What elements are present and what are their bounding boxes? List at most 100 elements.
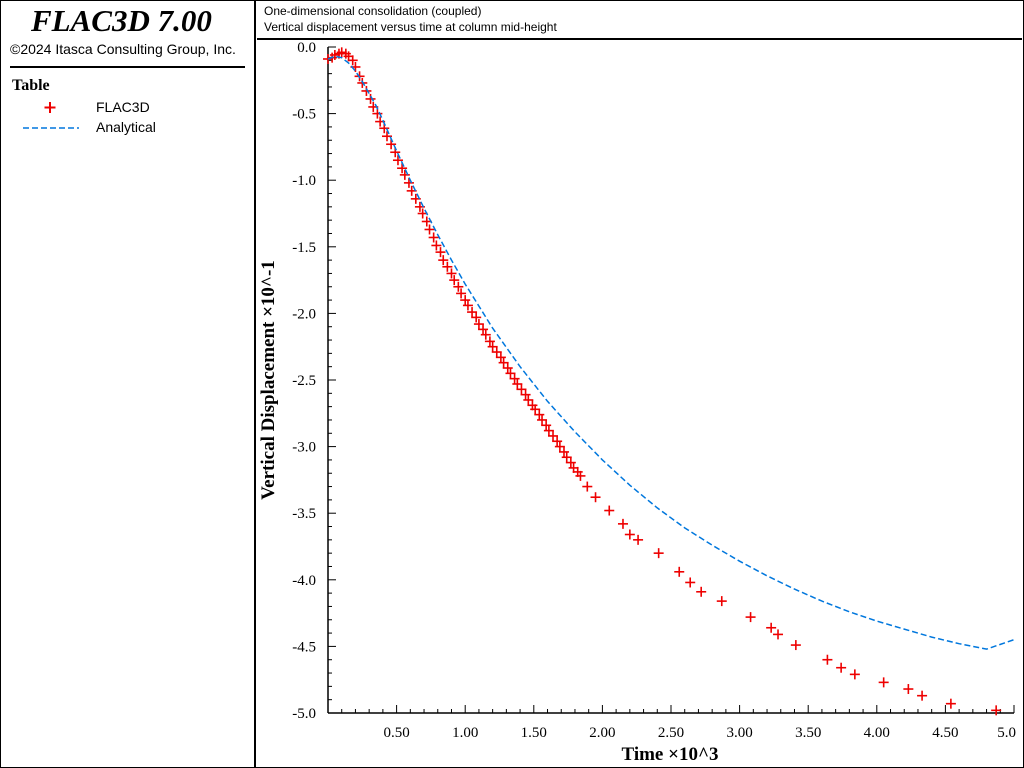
- flac3d-data-point: [565, 457, 576, 468]
- x-tick-label: 3.00: [726, 725, 752, 741]
- flac3d-data-point: [543, 425, 554, 436]
- x-tick-label: 4.00: [864, 725, 890, 741]
- flac3d-data-point: [516, 384, 527, 395]
- x-axis-title: Time ×10^3: [622, 744, 719, 765]
- copyright-text: ©2024 Itasca Consulting Group, Inc.: [10, 41, 236, 57]
- flac3d-data-point: [537, 414, 548, 425]
- flac3d-data-point: [381, 131, 392, 142]
- plot-header-line-1: One-dimensional consolidation (coupled): [264, 4, 482, 18]
- y-tick-label: 0.0: [297, 40, 316, 56]
- flac3d-data-point: [509, 373, 520, 384]
- flac3d-data-point: [471, 312, 482, 323]
- flac3d-data-point: [372, 108, 383, 119]
- flac3d-data-point: [696, 586, 707, 597]
- flac3d-data-point: [617, 518, 628, 529]
- y-tick-label: -2.0: [292, 306, 316, 322]
- x-tick-label: 2.00: [589, 725, 615, 741]
- flac3d-data-point: [484, 336, 495, 347]
- dashed-line-icon: [23, 127, 79, 129]
- flac3d-data-point: [582, 481, 593, 492]
- legend-item-analytical[interactable]: Analytical: [21, 118, 241, 138]
- y-axis-title: Vertical Displacement ×10^-1: [258, 260, 279, 500]
- flac3d-data-point: [435, 247, 446, 258]
- flac3d-data-point: [480, 329, 491, 340]
- x-tick-label: 5.0: [997, 725, 1016, 741]
- flac3d-data-point: [790, 640, 801, 651]
- flac3d-data-point: [456, 288, 467, 299]
- flac3d-data-point: [849, 669, 860, 680]
- flac3d-data-point: [347, 55, 358, 66]
- plot-header-line-2: Vertical displacement versus time at col…: [264, 20, 557, 34]
- legend-panel: FLAC3D 7.00 ©2024 Itasca Consulting Grou…: [1, 1, 256, 767]
- flac3d-data-point: [766, 622, 777, 633]
- flac3d-data-point: [449, 275, 460, 286]
- flac3d-data-point: [462, 300, 473, 311]
- app-title: FLAC3D 7.00: [31, 3, 212, 38]
- plot-header: One-dimensional consolidation (coupled) …: [257, 1, 1022, 40]
- flac3d-data-point: [467, 307, 478, 318]
- flac3d-data-point: [773, 629, 784, 640]
- flac3d-data-point: [392, 155, 403, 166]
- legend-item-flac3d[interactable]: FLAC3D: [21, 98, 241, 118]
- flac3d-data-point: [836, 662, 847, 673]
- flac3d-data-point: [397, 163, 408, 174]
- flac3d-data-point: [604, 505, 615, 516]
- x-tick-label: 1.00: [452, 725, 478, 741]
- flac3d-data-point: [446, 268, 457, 279]
- flac3d-data-point: [502, 363, 513, 374]
- x-tick-label: 0.50: [383, 725, 409, 741]
- y-tick-label: -5.0: [292, 706, 316, 722]
- y-tick-label: -4.5: [292, 639, 316, 655]
- flac3d-data-point: [520, 389, 531, 400]
- y-tick-label: -4.0: [292, 573, 316, 589]
- flac3d-data-point: [438, 255, 449, 266]
- flac3d-data-point: [495, 352, 506, 363]
- flac3d-data-point: [523, 394, 534, 405]
- analytical-curve: [327, 55, 1015, 650]
- flac3d-data-point: [561, 452, 572, 463]
- flac3d-data-point: [534, 409, 545, 420]
- flac3d-data-point: [505, 368, 516, 379]
- plus-marker-icon: [44, 102, 56, 113]
- flac3d-data-point: [541, 420, 552, 431]
- y-tick-label: -3.5: [292, 506, 316, 522]
- flac3d-data-point: [878, 677, 889, 688]
- flac3d-data-point: [685, 577, 696, 588]
- legend-heading: Table: [12, 77, 50, 94]
- y-tick-label: -1.0: [292, 173, 316, 189]
- flac3d-data-point: [548, 430, 559, 441]
- flac3d-data-point: [633, 534, 644, 545]
- legend-label-flac3d: FLAC3D: [96, 99, 150, 115]
- flac3d-data-point: [365, 93, 376, 104]
- axes-layer: 0.50 1.00 1.50 2.00 2.50 3.00 3.50 4.00 4.50 5.0 0…: [292, 40, 1016, 741]
- series-layer: [323, 47, 1015, 716]
- flac3d-data-point: [453, 281, 464, 292]
- flac3d-data-point: [473, 319, 484, 330]
- x-tick-label: 4.50: [932, 725, 958, 741]
- flac3d-data-point: [424, 224, 435, 235]
- flac3d-data-point: [552, 436, 563, 447]
- flac3d-data-point: [399, 169, 410, 180]
- flac3d-data-point: [403, 177, 414, 188]
- flac3d-data-point: [530, 404, 541, 415]
- x-tick-label: 1.50: [521, 725, 547, 741]
- flac3d-data-point: [498, 357, 509, 368]
- flac3d-data-point: [428, 232, 439, 243]
- flac3d-data-point: [674, 566, 685, 577]
- flac3d-data-point: [442, 261, 453, 272]
- flac3d-data-point: [903, 684, 914, 695]
- flac3d-data-point: [512, 378, 523, 389]
- flac3d-data-point: [991, 705, 1002, 716]
- legend-label-analytical: Analytical: [96, 119, 156, 135]
- flac3d-data-point: [917, 690, 928, 701]
- flac3d-data-point: [487, 341, 498, 352]
- flac3d-data-point: [590, 492, 601, 503]
- flac3d-data-point: [745, 612, 756, 623]
- flac3d-data-point: [624, 529, 635, 540]
- flac3d-data-point: [431, 240, 442, 251]
- flac3d-data-point: [491, 347, 502, 358]
- y-tick-label: -1.5: [292, 240, 316, 256]
- flac3d-data-point: [361, 85, 372, 96]
- y-tick-label: -2.5: [292, 373, 316, 389]
